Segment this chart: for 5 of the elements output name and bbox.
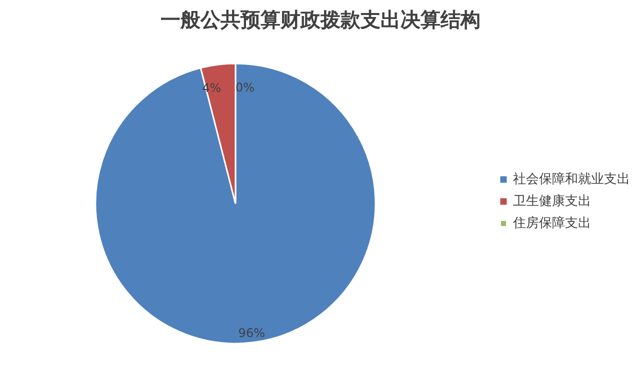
legend-label: 社会保障和就业支出 bbox=[513, 171, 630, 188]
legend-label: 住房保障支出 bbox=[513, 215, 591, 232]
legend-label: 卫生健康支出 bbox=[513, 193, 591, 210]
chart-title: 一般公共预算财政拨款支出决算结构 bbox=[160, 8, 480, 32]
data-label: 96% bbox=[238, 326, 265, 340]
